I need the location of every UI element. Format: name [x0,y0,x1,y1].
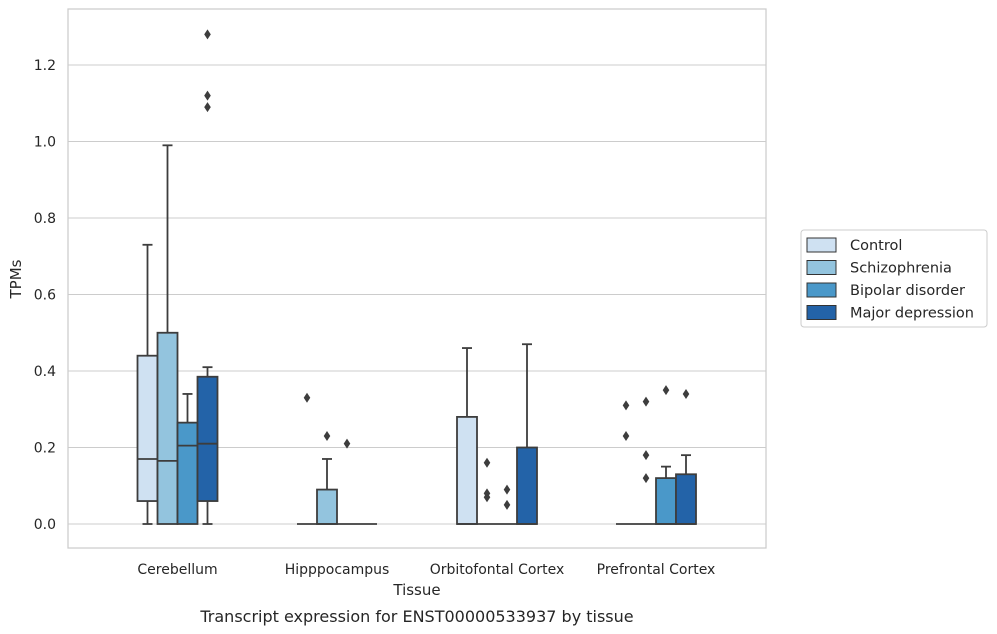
outlier-point [343,438,351,449]
box-body [156,331,179,525]
y-tick-label: 0.2 [34,441,56,457]
box-control-cerebellum [136,243,159,525]
box-control-orbitofontal-cortex [456,347,478,525]
y-axis-title: TPMs [7,259,25,299]
box-bipolar-disorder-cerebellum [176,393,199,525]
outlier-point [642,473,650,484]
box-schizophrenia-cerebellum [156,144,179,525]
y-tick-label: 0.8 [34,211,56,227]
box-series [136,29,697,525]
x-axis-title: Tissue [392,581,440,599]
outlier-point [662,385,670,396]
series-major-depression [196,29,697,525]
legend-item-schizophrenia: Schizophrenia [806,260,952,277]
outlier-point [642,450,650,461]
box-body [456,415,478,525]
x-tick-label: Orbitofontal Cortex [430,562,565,578]
outlier-point [503,484,511,495]
box-body [516,446,538,525]
box-body [136,354,159,502]
box-schizophrenia-hipppocampus [316,431,338,525]
series-bipolar-disorder [176,385,677,525]
box-schizophrenia-prefrontal-cortex [636,396,656,525]
legend-label: Control [850,238,902,254]
legend-label: Bipolar disorder [850,283,965,299]
box-control-hipppocampus [297,392,317,525]
outlier-point [483,488,491,499]
legend-label: Schizophrenia [850,261,952,277]
y-tick-label: 0.0 [34,517,56,533]
outlier-point [204,90,211,101]
y-axis-ticks: 0.0 0.2 0.4 0.6 0.8 1.0 1.2 [34,58,56,533]
y-tick-label: 1.2 [34,58,56,74]
series-control [136,243,636,525]
box-major-depression-cerebellum [196,29,219,525]
y-tick-label: 1.0 [34,135,56,151]
box-bipolar-disorder-hipppocampus [337,438,357,525]
legend-swatch [806,237,837,253]
x-axis-ticks: Cerebellum Hipppocampus Orbitofontal Corte… [137,562,715,578]
box-major-depression-prefrontal-cortex [675,388,697,525]
plot-frame [67,8,767,549]
legend-frame [800,229,988,328]
outlier-point [682,388,690,399]
box-body [675,473,697,525]
legend-swatch [806,282,837,298]
outlier-point [483,457,491,468]
legend-item-major-depression: Major depression [806,305,974,322]
outlier-point [303,392,311,403]
box-body [196,375,219,502]
legend: Control Schizophrenia Bipolar disorder Majo… [800,229,988,328]
box-major-depression-orbitofontal-cortex [516,343,538,525]
box-schizophrenia-orbitofontal-cortex [477,457,497,525]
outlier-point [204,102,211,113]
chart-caption: Transcript expression for ENST0000053393… [199,607,633,626]
legend-item-control: Control [806,237,902,254]
outlier-point [503,499,511,510]
x-tick-label: Prefrontal Cortex [597,562,716,578]
legend-label: Major depression [850,306,974,322]
box-control-prefrontal-cortex [616,400,636,525]
box-bipolar-disorder-orbitofontal-cortex [497,484,517,525]
legend-item-bipolar-disorder: Bipolar disorder [806,282,965,299]
y-tick-label: 0.6 [34,288,56,304]
box-body [316,488,338,525]
outlier-point [622,431,630,442]
box-body [176,421,199,525]
outlier-point [323,431,331,442]
box-bipolar-disorder-prefrontal-cortex [655,385,677,525]
series-schizophrenia [156,144,656,525]
y-tick-label: 0.4 [34,364,56,380]
box-body [655,477,677,525]
outlier-point [622,400,630,411]
outlier-point [204,29,211,40]
legend-swatch [806,305,837,320]
legend-swatch [806,260,837,275]
x-tick-label: Hipppocampus [285,562,390,578]
outlier-point [642,396,650,407]
x-tick-label: Cerebellum [137,562,217,578]
